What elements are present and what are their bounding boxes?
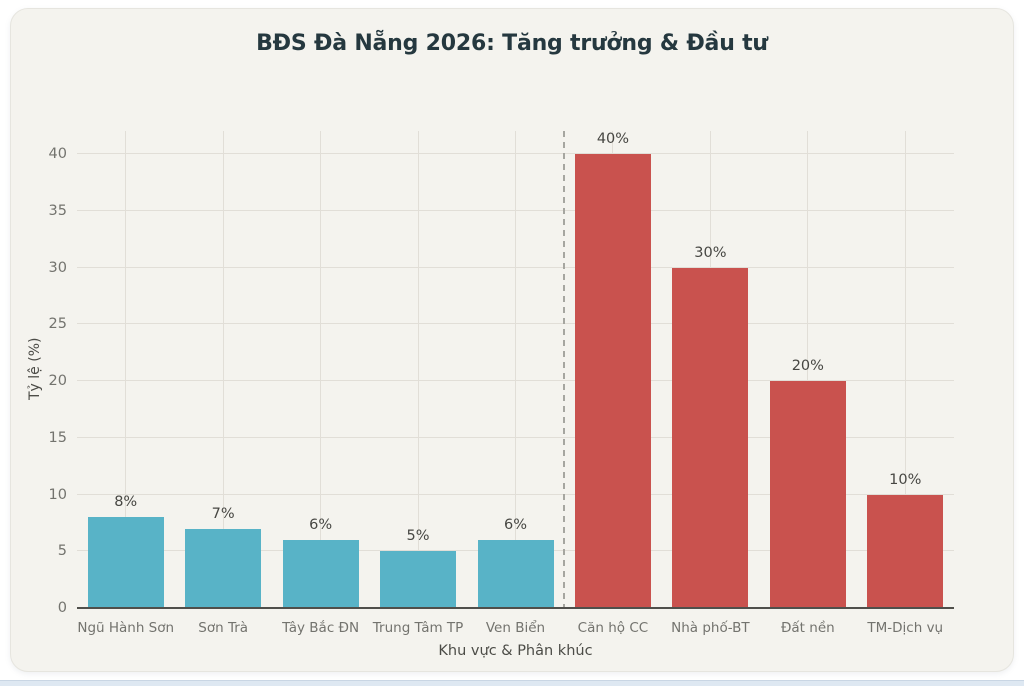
bar bbox=[477, 539, 554, 608]
bar bbox=[87, 517, 164, 608]
bar-value-label: 8% bbox=[114, 494, 138, 511]
gridline-vertical bbox=[222, 131, 224, 608]
bar-value-label: 6% bbox=[503, 516, 527, 533]
y-tick-label: 5 bbox=[57, 543, 67, 560]
y-tick-label: 20 bbox=[48, 373, 67, 389]
bar-value-label: 5% bbox=[406, 528, 430, 545]
x-tick-label: TM-Dịch vụ bbox=[867, 620, 944, 636]
plot-area: 0 5 10 15 20 25 30 35 40 Ngũ Hành Sơn Sơn Trà Tây B… bbox=[49, 131, 954, 636]
x-axis-title: Khu vực & Phân khúc bbox=[438, 643, 593, 659]
y-tick-label: 15 bbox=[48, 429, 67, 446]
bar bbox=[185, 528, 262, 608]
x-tick-label: Trung Tâm TP bbox=[372, 620, 464, 636]
gridline-vertical bbox=[125, 131, 127, 608]
bar bbox=[867, 494, 944, 608]
group-separator-dashed-line bbox=[563, 131, 566, 608]
bar bbox=[380, 551, 457, 608]
y-tick-label: 0 bbox=[57, 600, 67, 616]
x-tick-label: Căn hộ CC bbox=[577, 620, 649, 636]
bar-value-label: 20% bbox=[791, 358, 824, 374]
x-tick-label: Ngũ Hành Sơn bbox=[77, 620, 175, 636]
gridline-vertical bbox=[904, 131, 906, 608]
gridline-vertical bbox=[417, 131, 419, 608]
bottom-edge-strip bbox=[0, 680, 1024, 686]
y-tick-label: 30 bbox=[48, 259, 67, 276]
gridline-vertical bbox=[515, 131, 516, 608]
bar bbox=[769, 381, 846, 608]
bar-value-label: 30% bbox=[694, 244, 727, 261]
y-tick-label: 35 bbox=[48, 202, 67, 219]
bar-value-label: 7% bbox=[211, 505, 235, 522]
x-tick-label: Ven Biển bbox=[485, 620, 546, 636]
x-tick-label: Nhà phố-BT bbox=[671, 620, 750, 636]
chart-card: BĐS Đà Nẵng 2026: Tăng trưởng & Đầu tư T… bbox=[10, 8, 1014, 672]
x-tick-label: Tây Bắc ĐN bbox=[282, 620, 360, 636]
bar bbox=[672, 267, 749, 608]
y-tick-label: 25 bbox=[48, 316, 67, 333]
x-tick-label: Sơn Trà bbox=[198, 620, 249, 636]
bar-value-label: 40% bbox=[596, 131, 630, 147]
chart-title: BĐS Đà Nẵng 2026: Tăng trưởng & Đầu tư bbox=[256, 31, 768, 56]
bar-value-label: 6% bbox=[309, 516, 333, 533]
gridline-vertical bbox=[320, 131, 322, 608]
bar bbox=[282, 539, 359, 608]
y-tick-label: 10 bbox=[48, 486, 67, 503]
x-axis-line bbox=[77, 607, 954, 609]
y-tick-label: 40 bbox=[48, 146, 67, 162]
bar bbox=[574, 154, 651, 608]
x-tick-label: Đất nền bbox=[780, 620, 835, 636]
bar-value-label: 10% bbox=[889, 471, 922, 488]
gridline-vertical bbox=[807, 131, 809, 608]
